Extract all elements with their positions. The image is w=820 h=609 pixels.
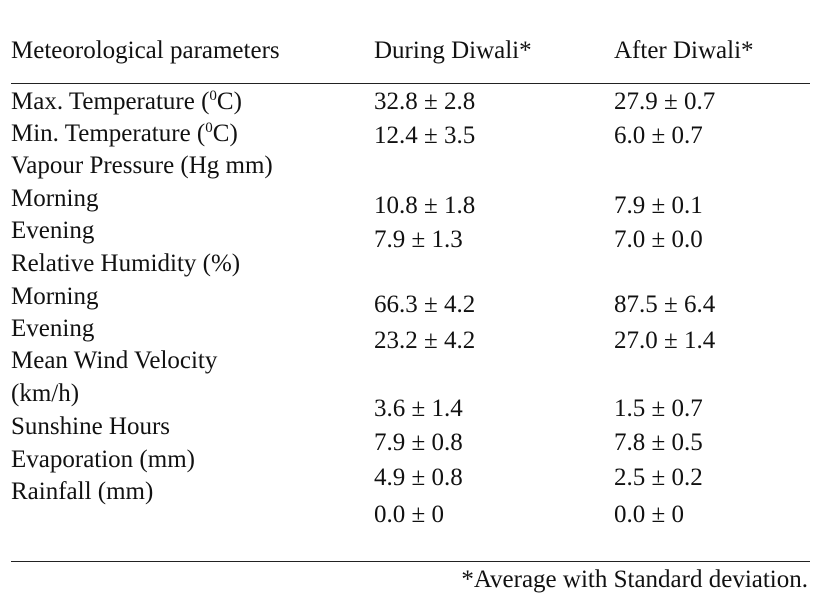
param-mean-wind-velocity: Mean Wind Velocity (11, 347, 218, 374)
param-rainfall: Rainfall (mm) (11, 478, 154, 505)
after-value: 7.9 ± 0.1 (614, 192, 703, 219)
during-value: 7.9 ± 1.3 (374, 226, 463, 253)
param-humidity-morning: Morning (11, 283, 99, 310)
after-value: 7.8 ± 0.5 (614, 429, 703, 456)
param-wind-unit: (km/h) (11, 380, 80, 407)
after-value: 7.0 ± 0.0 (614, 226, 703, 253)
during-value: 0.0 ± 0 (374, 501, 444, 528)
after-value: 27.0 ± 1.4 (614, 327, 716, 354)
after-value: 6.0 ± 0.7 (614, 122, 703, 149)
header-during-diwali: During Diwali* (374, 37, 532, 64)
header-after-diwali: After Diwali* (614, 37, 754, 64)
during-value: 10.8 ± 1.8 (374, 192, 476, 219)
after-value: 87.5 ± 6.4 (614, 291, 716, 318)
during-value: 3.6 ± 1.4 (374, 395, 463, 422)
param-vapour-evening: Evening (11, 217, 95, 244)
param-max-temperature: Max. Temperature (0C) (11, 88, 242, 115)
during-value: 7.9 ± 0.8 (374, 429, 463, 456)
after-value: 2.5 ± 0.2 (614, 464, 703, 491)
during-value: 23.2 ± 4.2 (374, 327, 476, 354)
param-sunshine-hours: Sunshine Hours (11, 413, 171, 440)
param-humidity-evening: Evening (11, 315, 95, 342)
param-relative-humidity: Relative Humidity (%) (11, 250, 241, 277)
bottom-rule (11, 561, 810, 562)
during-value: 4.9 ± 0.8 (374, 464, 463, 491)
param-min-temperature: Min. Temperature (0C) (11, 120, 238, 147)
param-evaporation: Evaporation (mm) (11, 446, 195, 473)
during-value: 12.4 ± 3.5 (374, 122, 476, 149)
during-value: 32.8 ± 2.8 (374, 88, 476, 115)
after-value: 0.0 ± 0 (614, 501, 684, 528)
after-value: 1.5 ± 0.7 (614, 395, 703, 422)
top-rule (11, 83, 810, 84)
param-vapour-morning: Morning (11, 185, 99, 212)
param-vapour-pressure: Vapour Pressure (Hg mm) (11, 152, 273, 179)
table-footnote: *Average with Standard deviation. (461, 566, 808, 593)
header-parameters: Meteorological parameters (11, 37, 280, 64)
during-value: 66.3 ± 4.2 (374, 291, 476, 318)
after-value: 27.9 ± 0.7 (614, 88, 716, 115)
